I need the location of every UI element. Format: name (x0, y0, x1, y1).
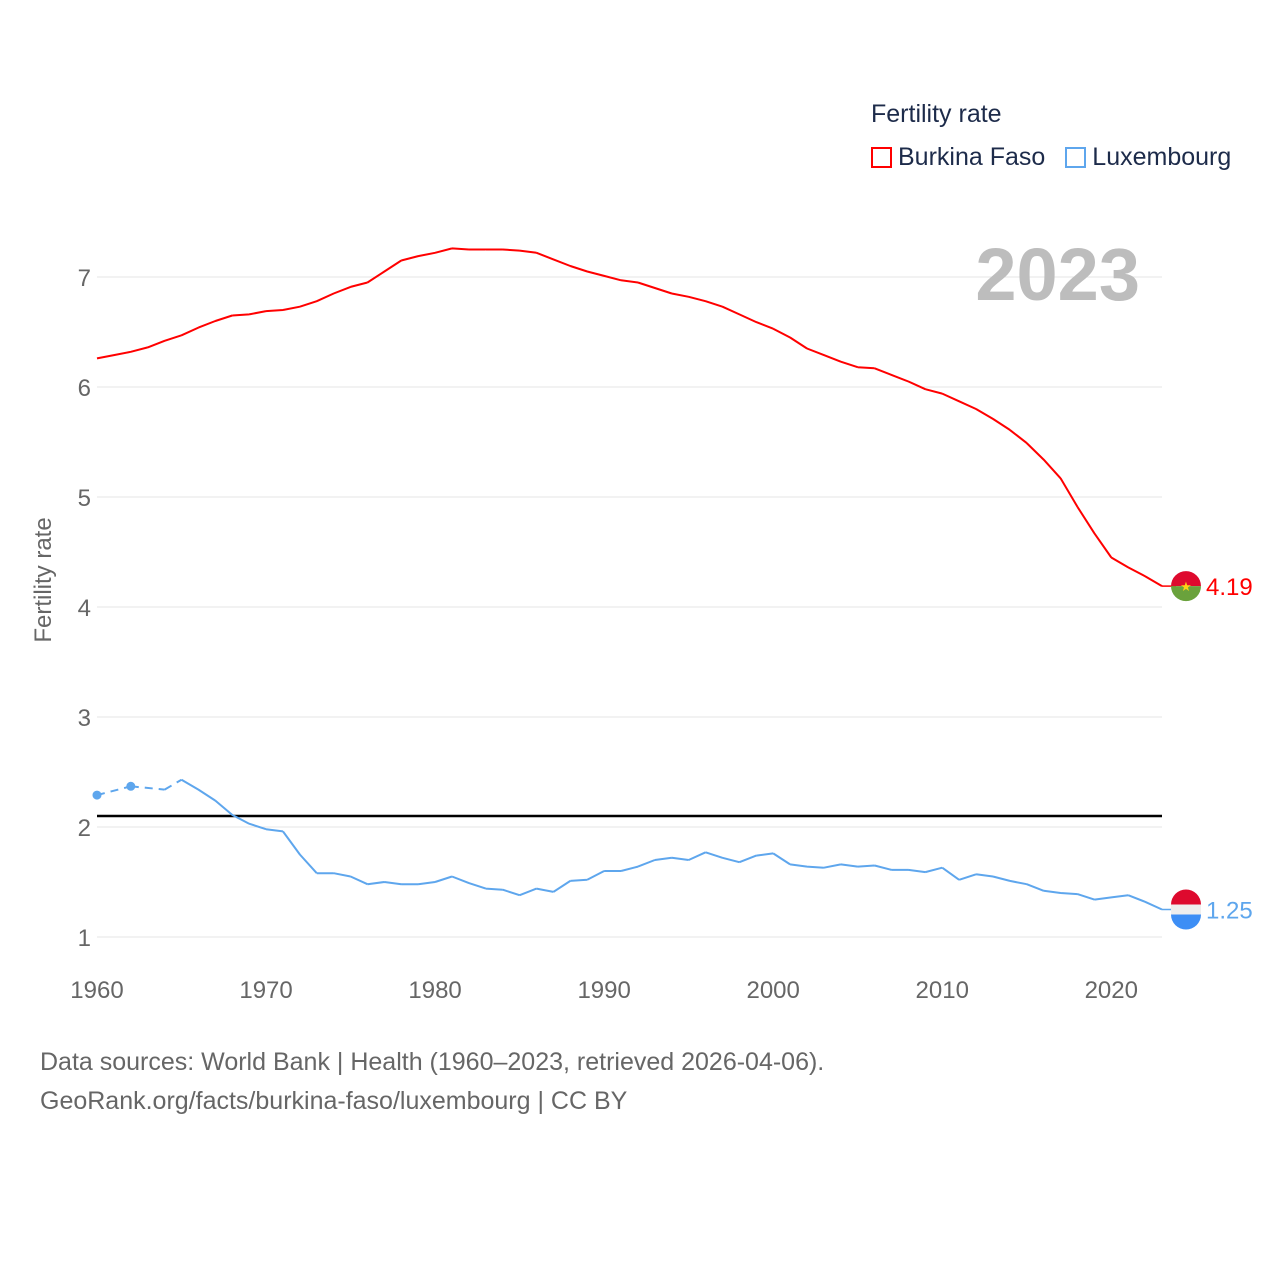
data-point (126, 781, 136, 791)
y-tick-label: 1 (78, 925, 91, 952)
series-line-luxembourg (181, 778, 1163, 911)
x-tick-label: 1990 (577, 977, 630, 1004)
legend-label: Burkina Faso (898, 143, 1046, 171)
source-footer: Data sources: World Bank | Health (1960–… (40, 1043, 824, 1121)
source-link[interactable]: GeoRank.org/facts/burkina-faso/luxembour… (40, 1087, 628, 1115)
data-point (92, 790, 102, 800)
flag-luxembourg-icon (1171, 904, 1201, 915)
y-tick-label: 2 (78, 815, 91, 842)
legend-item-burkina-faso[interactable]: Burkina Faso (871, 143, 1045, 172)
y-tick-label: 4 (78, 595, 91, 622)
legend-swatch-luxembourg (1065, 147, 1087, 168)
flag-star-icon: ★ (1180, 579, 1192, 594)
x-tick-label: 1980 (408, 977, 461, 1004)
legend-title: Fertility rate (871, 100, 1002, 128)
flag-luxembourg-icon (1171, 889, 1201, 905)
x-tick-label: 2020 (1085, 977, 1138, 1004)
flag-luxembourg-icon (1171, 914, 1201, 930)
year-label: 2023 (975, 233, 1140, 316)
y-tick-label: 7 (78, 265, 91, 292)
source-text: Data sources: World Bank | Health (1960–… (40, 1048, 825, 1076)
end-value-label: 4.19 (1206, 574, 1253, 601)
x-tick-label: 1960 (70, 977, 123, 1004)
y-axis-title: Fertility rate (30, 517, 57, 642)
flag-burkina-faso-icon (1171, 571, 1201, 587)
legend-label: Luxembourg (1092, 143, 1232, 171)
flag-burkina-faso-icon (1171, 586, 1201, 602)
y-tick-label: 3 (78, 705, 91, 732)
y-tick-label: 5 (78, 485, 91, 512)
series-line-burkina-faso (96, 247, 1163, 587)
y-tick-label: 6 (78, 375, 91, 402)
legend-item-luxembourg[interactable]: Luxembourg (1065, 143, 1231, 172)
x-tick-label: 2000 (746, 977, 799, 1004)
legend: Burkina Faso Luxembourg (871, 143, 1231, 172)
end-value-label: 1.25 (1206, 898, 1253, 925)
x-tick-label: 2010 (916, 977, 969, 1004)
series-gap-line-1 (96, 778, 183, 797)
legend-swatch-burkina-faso (871, 147, 892, 168)
x-tick-label: 1970 (239, 977, 292, 1004)
